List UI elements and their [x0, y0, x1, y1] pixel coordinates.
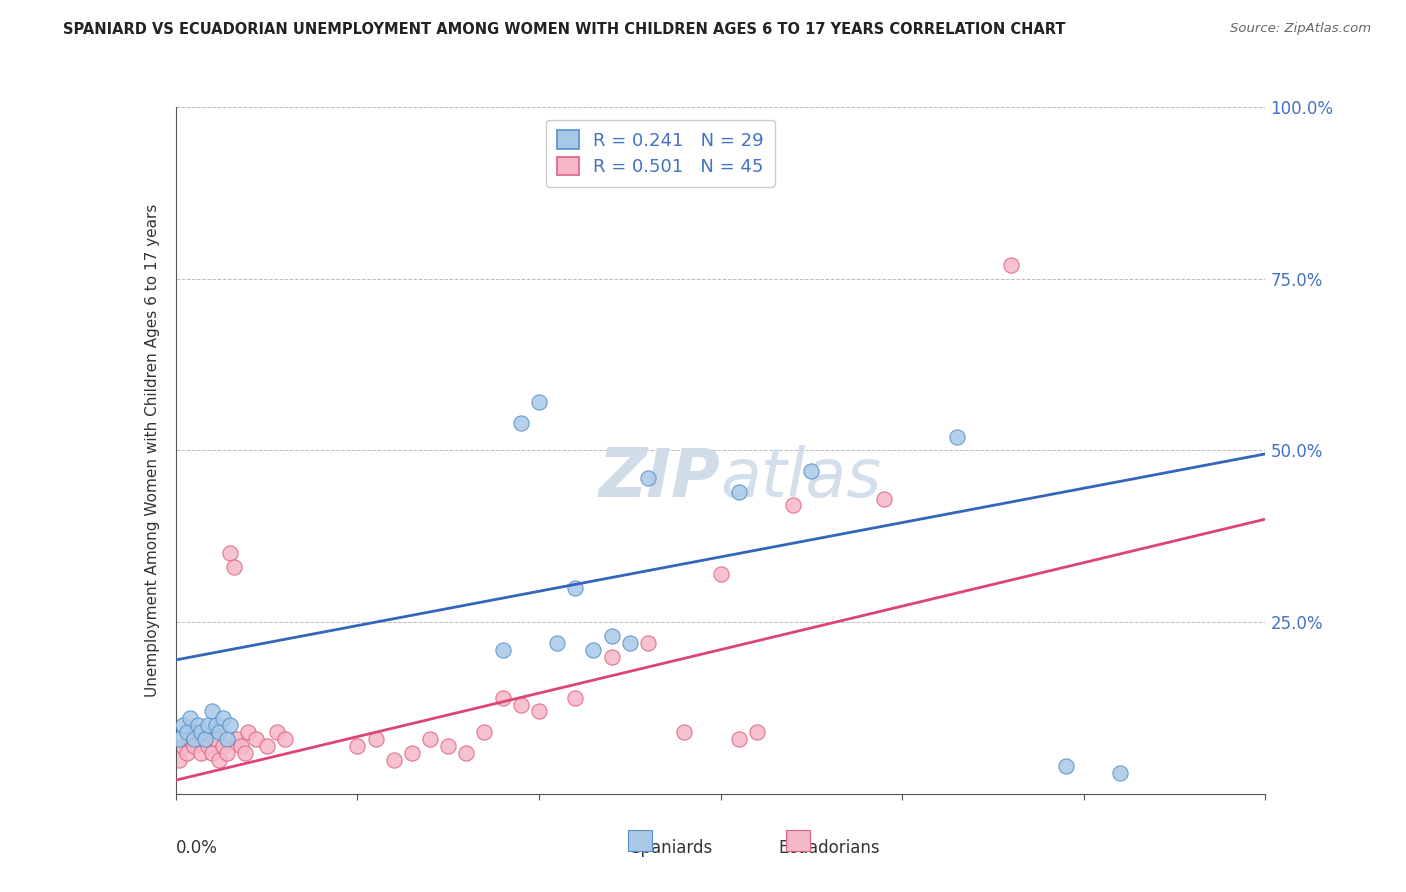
Text: atlas: atlas [721, 445, 882, 511]
Point [204, 718, 226, 732]
Y-axis label: Unemployment Among Women with Children Ages 6 to 17 years: Unemployment Among Women with Children A… [145, 203, 160, 698]
Text: Ecuadorians: Ecuadorians [779, 838, 880, 856]
Point [219, 546, 242, 561]
Point [382, 753, 405, 767]
FancyBboxPatch shape [786, 830, 810, 851]
Point [179, 731, 201, 746]
Point [176, 725, 198, 739]
Point [233, 746, 256, 760]
Point [564, 690, 586, 705]
Point [619, 636, 641, 650]
Point [564, 581, 586, 595]
Point [745, 725, 768, 739]
Point [179, 711, 201, 725]
Point [204, 731, 226, 746]
Point [222, 560, 245, 574]
Point [212, 739, 235, 753]
Point [582, 642, 605, 657]
Point [527, 705, 550, 719]
Point [637, 471, 659, 485]
Point [190, 725, 212, 739]
Point [197, 718, 219, 732]
Point [727, 731, 749, 746]
Point [208, 753, 231, 767]
Text: Source: ZipAtlas.com: Source: ZipAtlas.com [1230, 22, 1371, 36]
Point [208, 725, 231, 739]
Point [401, 746, 423, 760]
Point [183, 739, 205, 753]
Legend: R = 0.241   N = 29, R = 0.501   N = 45: R = 0.241 N = 29, R = 0.501 N = 45 [547, 120, 775, 187]
Point [346, 739, 368, 753]
Point [238, 725, 260, 739]
Point [245, 731, 267, 746]
Point [212, 711, 235, 725]
Point [226, 731, 249, 746]
Point [190, 746, 212, 760]
FancyBboxPatch shape [628, 830, 652, 851]
Point [600, 629, 623, 643]
Point [194, 731, 217, 746]
Point [215, 731, 238, 746]
Point [710, 567, 733, 582]
Point [274, 731, 297, 746]
Point [637, 636, 659, 650]
Text: 0.0%: 0.0% [176, 838, 218, 856]
Point [256, 739, 278, 753]
Point [437, 739, 460, 753]
Point [419, 731, 441, 746]
Point [1109, 766, 1132, 780]
Point [183, 731, 205, 746]
Text: ZIP: ZIP [599, 445, 721, 511]
Point [600, 649, 623, 664]
Point [800, 464, 823, 478]
Point [546, 636, 568, 650]
Point [474, 725, 496, 739]
Text: SPANIARD VS ECUADORIAN UNEMPLOYMENT AMONG WOMEN WITH CHILDREN AGES 6 TO 17 YEARS: SPANIARD VS ECUADORIAN UNEMPLOYMENT AMON… [63, 22, 1066, 37]
Point [1054, 759, 1077, 773]
Point [527, 395, 550, 409]
Text: Spaniards: Spaniards [630, 838, 713, 856]
Point [673, 725, 696, 739]
Point [169, 753, 191, 767]
Point [186, 718, 209, 732]
Point [266, 725, 288, 739]
Point [186, 725, 209, 739]
Point [219, 718, 242, 732]
Point [201, 746, 224, 760]
Point [215, 746, 238, 760]
Point [492, 642, 515, 657]
Point [1000, 258, 1022, 272]
Point [873, 491, 896, 506]
Point [231, 739, 253, 753]
Point [509, 416, 531, 430]
Point [782, 499, 804, 513]
Point [456, 746, 478, 760]
Point [364, 731, 387, 746]
Point [176, 746, 198, 760]
Point [194, 731, 217, 746]
Point [492, 690, 515, 705]
Point [197, 739, 219, 753]
Point [169, 731, 191, 746]
Point [945, 430, 967, 444]
Point [727, 484, 749, 499]
Point [201, 705, 224, 719]
Point [172, 739, 194, 753]
Point [509, 698, 531, 712]
Point [172, 718, 194, 732]
